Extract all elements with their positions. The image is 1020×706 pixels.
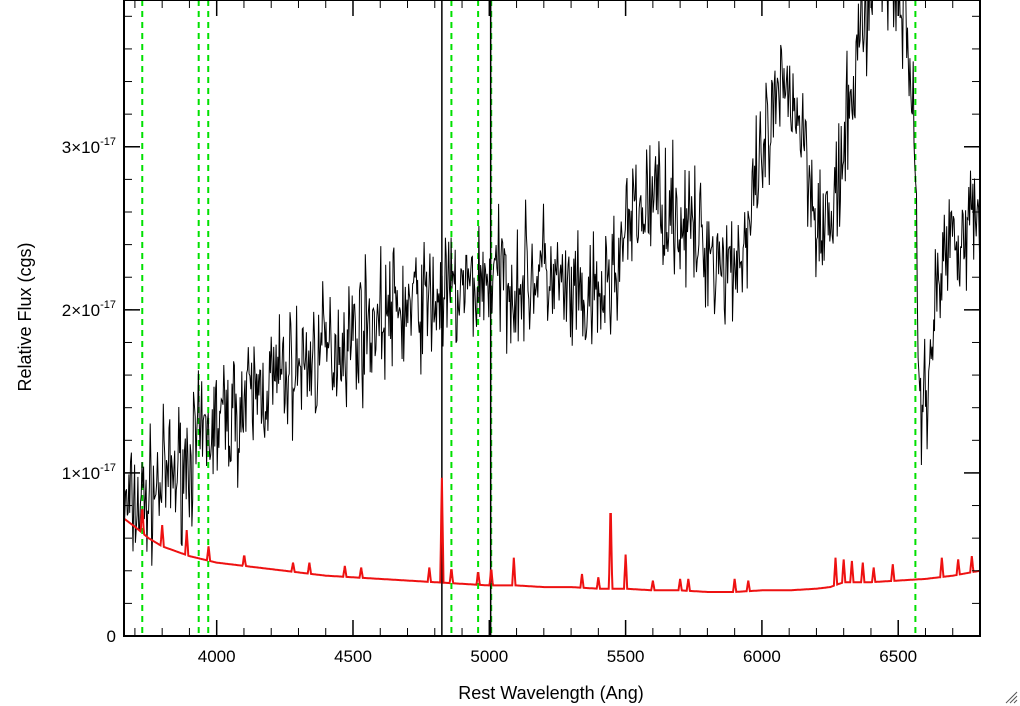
x-tick-label-4500: 4500 <box>334 647 372 666</box>
y-tick-label: 2×10-17 <box>62 299 116 320</box>
y-axis-label: Relative Flux (cgs) <box>15 242 35 391</box>
x-tick-label-5500: 5500 <box>607 647 645 666</box>
plot-frame <box>123 0 981 637</box>
axes: 4000 4500 5000 5500 6000 6500 0 1×10-17 2×10-17 3… <box>62 0 981 666</box>
x-tick-label-4000: 4000 <box>198 647 236 666</box>
y-tick-label: 1×10-17 <box>62 462 116 483</box>
series-1-line <box>124 477 980 594</box>
x-axis-label: Rest Wavelength (Ang) <box>458 683 643 703</box>
y-tick-label: 0 <box>107 627 116 646</box>
x-tick-label-6000: 6000 <box>743 647 781 666</box>
x-tick-label-5000: 5000 <box>470 647 508 666</box>
resize-grip-icon[interactable] <box>1004 690 1018 704</box>
plot-area <box>124 0 980 636</box>
series-0-line <box>124 0 980 566</box>
y-tick-label: 3×10-17 <box>62 136 116 157</box>
x-tick-label-6500: 6500 <box>879 647 917 666</box>
